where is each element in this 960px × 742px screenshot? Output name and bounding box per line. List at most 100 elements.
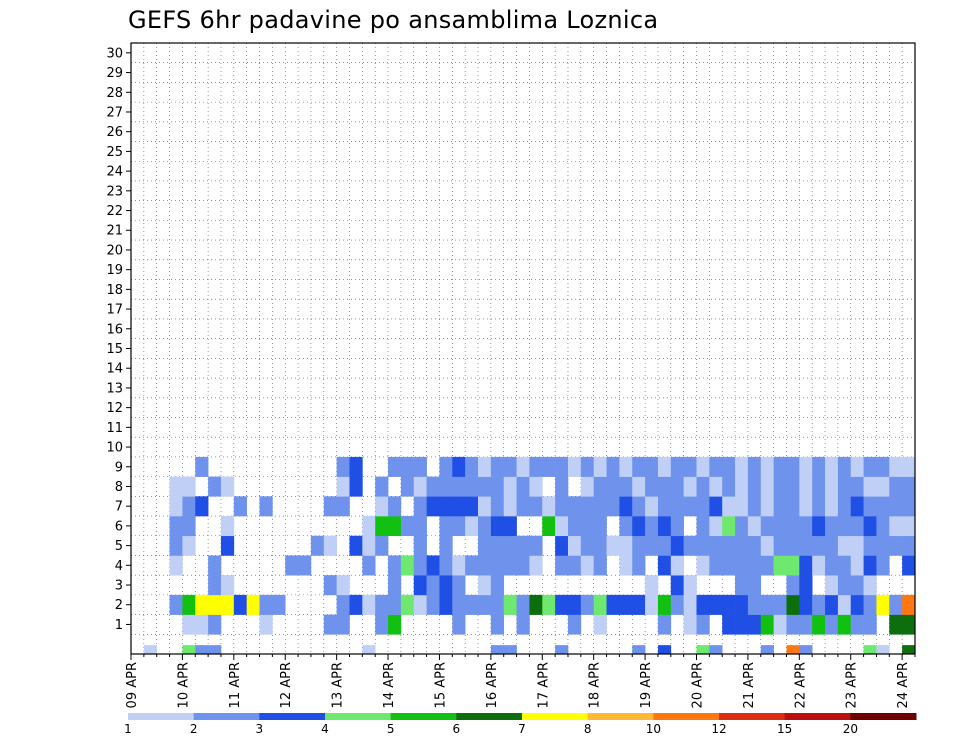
heatmap-cell — [773, 535, 787, 556]
heatmap-cell — [709, 594, 723, 615]
y-tick-label: 10 — [106, 441, 123, 456]
heatmap-cell — [670, 516, 684, 537]
heatmap-cell — [645, 476, 659, 497]
heatmap-cell — [645, 496, 659, 517]
y-tick-label: 7 — [115, 500, 123, 515]
heatmap-cell — [503, 456, 517, 477]
heatmap-cell — [593, 535, 607, 556]
heatmap-cell — [490, 496, 505, 517]
heatmap-cell — [516, 594, 530, 615]
heatmap-cell — [850, 594, 864, 615]
x-tick-label: 15 APR — [433, 662, 448, 708]
heatmap-cell — [735, 614, 749, 635]
legend-swatch — [850, 713, 917, 720]
heatmap-cell — [490, 456, 505, 477]
x-tick-label: 22 APR — [793, 662, 808, 708]
heatmap-cell — [375, 594, 389, 615]
x-tick-label: 13 APR — [331, 662, 346, 708]
heatmap-cell — [683, 575, 697, 596]
legend-swatch — [587, 713, 654, 720]
heatmap-cell — [490, 575, 505, 596]
heatmap-cell — [503, 516, 517, 537]
heatmap-cell — [825, 575, 839, 596]
y-tick-label: 26 — [106, 125, 123, 140]
heatmap-cell — [452, 575, 466, 596]
heatmap-cell — [863, 496, 877, 517]
heatmap-cell — [182, 476, 196, 497]
heatmap-cell — [876, 535, 890, 556]
heatmap-cell — [542, 496, 556, 517]
heatmap-cell — [593, 496, 607, 517]
heatmap-cell — [567, 456, 582, 477]
heatmap-cell — [555, 476, 569, 497]
heatmap-cell — [876, 476, 890, 497]
heatmap-cell — [683, 614, 697, 635]
heatmap-cell — [310, 535, 325, 556]
heatmap-cell — [619, 516, 633, 537]
heatmap-cell — [516, 456, 530, 477]
heatmap-cell — [747, 456, 762, 477]
heatmap-cell — [709, 456, 723, 477]
heatmap-cell — [516, 496, 530, 517]
heatmap-cell — [902, 594, 916, 615]
heatmap-cell — [233, 594, 247, 615]
heatmap-cell — [773, 516, 787, 537]
y-tick-label: 11 — [106, 421, 123, 436]
heatmap-cell — [567, 555, 582, 576]
heatmap-cell — [850, 555, 864, 576]
y-tick-label: 17 — [106, 303, 123, 318]
heatmap-cell — [490, 476, 505, 497]
heatmap-cell — [889, 476, 903, 497]
heatmap-cell — [362, 555, 376, 576]
heatmap-cell — [799, 614, 813, 635]
heatmap-cell — [567, 614, 582, 635]
legend-label: 15 — [777, 722, 792, 736]
heatmap-cell — [632, 456, 646, 477]
heatmap-cell — [747, 496, 762, 517]
heatmap-cell — [825, 535, 839, 556]
y-tick-label: 28 — [106, 86, 123, 101]
heatmap-cell — [786, 496, 800, 517]
heatmap-cell — [208, 614, 222, 635]
heatmap-cell — [336, 456, 350, 477]
heatmap-cell — [220, 535, 235, 556]
heatmap-cell — [143, 645, 158, 655]
heatmap-cell — [837, 594, 852, 615]
heatmap-cell — [542, 516, 556, 537]
legend-label: 7 — [518, 722, 526, 736]
x-tick-label: 09 APR — [125, 662, 140, 708]
heatmap-cell — [490, 555, 505, 576]
heatmap-cell — [490, 535, 505, 556]
heatmap-cell — [208, 575, 222, 596]
heatmap-cell — [298, 555, 312, 576]
heatmap-cell — [195, 594, 209, 615]
heatmap-cell — [452, 476, 466, 497]
heatmap-cell — [825, 614, 839, 635]
heatmap-cell — [825, 516, 839, 537]
heatmap-cell — [169, 555, 183, 576]
heatmap-cell — [580, 555, 594, 576]
heatmap-cell — [889, 516, 903, 537]
heatmap-cell — [465, 496, 479, 517]
heatmap-cell — [478, 516, 492, 537]
heatmap-cell — [760, 456, 774, 477]
heatmap-cell — [336, 476, 350, 497]
heatmap-cell — [233, 496, 247, 517]
heatmap-cell — [837, 614, 852, 635]
heatmap-cell — [272, 594, 286, 615]
heatmap-cell — [709, 645, 723, 655]
heatmap-cell — [632, 516, 646, 537]
x-tick-label: 14 APR — [382, 662, 397, 708]
heatmap-cell — [349, 476, 363, 497]
y-tick-label: 20 — [106, 243, 123, 258]
heatmap-cell — [735, 594, 749, 615]
heatmap-cell — [683, 594, 697, 615]
heatmap-cell — [375, 496, 389, 517]
heatmap-cell — [503, 535, 517, 556]
heatmap-cell — [490, 645, 505, 655]
heatmap-cell — [799, 496, 813, 517]
heatmap-cell — [863, 575, 877, 596]
heatmap-cell — [696, 645, 710, 655]
heatmap-cell — [812, 456, 826, 477]
heatmap-cell — [542, 456, 556, 477]
